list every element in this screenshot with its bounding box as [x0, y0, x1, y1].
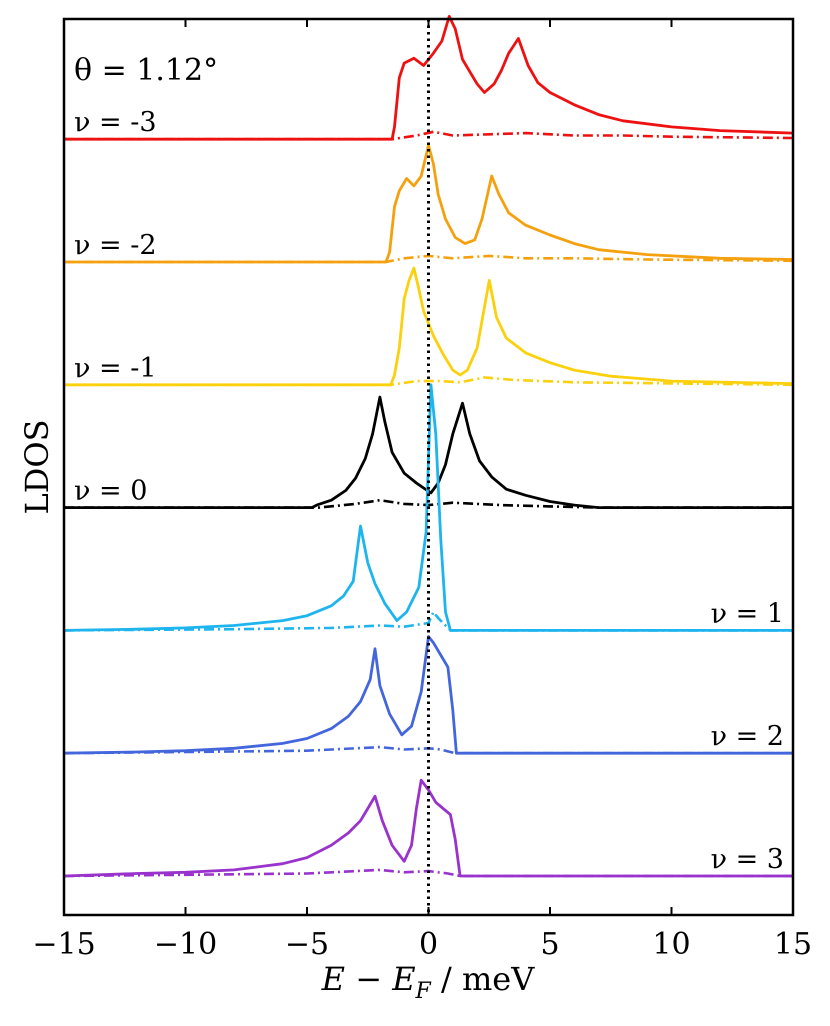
series-2-dashdot-line	[64, 376, 794, 387]
series-1-solid-line	[64, 143, 794, 264]
x-tick-label: 15	[774, 927, 812, 962]
series-0-solid-line	[64, 14, 794, 141]
series-6-solid-line	[63, 778, 793, 878]
x-axis-label: E − EF / meV	[321, 960, 536, 1004]
y-axis-label: LDOS	[18, 419, 56, 514]
series-5-dashdot-line	[63, 745, 793, 755]
x-axis-label-subscript: F	[415, 979, 432, 1004]
series-1-dashdot-line	[64, 254, 794, 264]
x-tick-label: −15	[32, 927, 95, 962]
series-5-solid-line	[63, 635, 793, 755]
series-label-1: ν = -2	[74, 230, 157, 261]
x-tick-label: 10	[652, 927, 690, 962]
x-axis-ticks: −15 −10 −5 0 5 10 15	[32, 19, 812, 962]
x-tick-label: 5	[540, 927, 559, 962]
series-4-dashdot-line	[63, 609, 793, 632]
series-label-0: ν = -3	[74, 107, 157, 138]
angle-annotation: θ = 1.12°	[74, 53, 218, 88]
x-axis-label-unit: / meV	[431, 960, 535, 998]
series-6-dashdot-line	[63, 868, 793, 878]
series-4-solid-line	[63, 383, 793, 632]
x-tick-label: 0	[419, 927, 438, 962]
series-labels: ν = -3 ν = -2 ν = -1 ν = 0 ν = 1 ν = 2 ν = 3	[74, 107, 784, 875]
series-label-2: ν = -1	[74, 353, 157, 384]
x-axis-label-minus: −	[345, 960, 392, 998]
series-label-5: ν = 2	[711, 721, 784, 752]
series-label-6: ν = 3	[711, 844, 784, 875]
series-3-dashdot-line	[64, 498, 793, 509]
x-tick-label: −5	[285, 927, 329, 962]
series-label-3: ν = 0	[74, 476, 147, 507]
series-2-solid-line	[64, 266, 794, 387]
x-axis-label-EF: E	[391, 960, 415, 998]
series-0-dashdot-line	[64, 130, 794, 141]
x-axis-label-E: E	[321, 960, 345, 998]
series-label-4: ν = 1	[711, 598, 784, 629]
series-layer	[63, 14, 794, 878]
x-tick-label: −10	[154, 927, 217, 962]
